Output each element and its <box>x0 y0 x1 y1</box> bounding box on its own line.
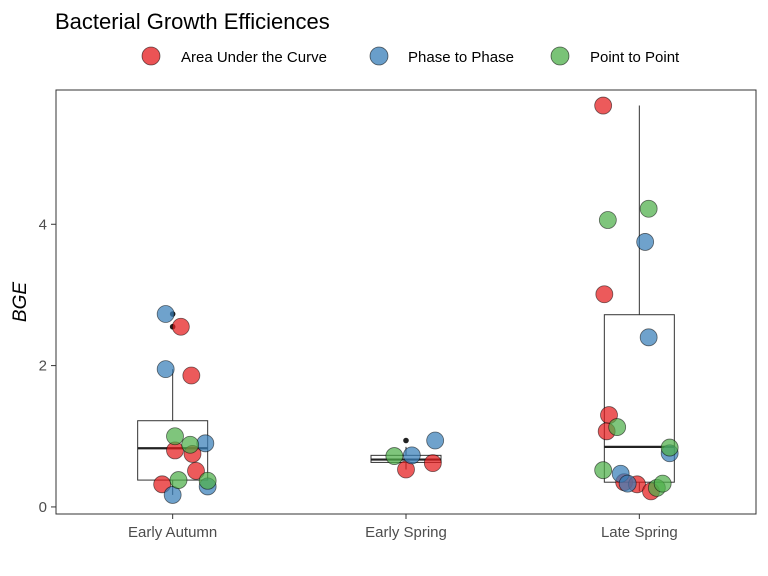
x-tick-label: Late Spring <box>601 524 678 541</box>
axes-layer: 0 2 4 Early Autumn Early Spring Late Spring <box>39 216 678 541</box>
point-phase-to-phase <box>156 360 175 379</box>
points-layer <box>153 96 679 504</box>
legend-label-phase: Phase to Phase <box>408 49 514 66</box>
legend-swatch-auc <box>141 46 161 66</box>
point-phase-to-phase <box>618 474 637 493</box>
point-point-to-point <box>166 427 184 446</box>
point-point-to-point <box>639 199 658 218</box>
y-axis-title: BGE <box>10 282 31 322</box>
point-point-to-point <box>385 447 404 465</box>
point-point-to-point <box>169 471 188 489</box>
point-area-under-the-curve <box>423 454 442 473</box>
point-area-under-the-curve <box>594 96 613 115</box>
legend-label-auc: Area Under the Curve <box>181 49 327 66</box>
legend: Area Under the Curve Phase to Phase Poin… <box>141 46 680 66</box>
legend-swatch-phase <box>369 46 389 66</box>
point-phase-to-phase <box>636 233 655 251</box>
point-point-to-point <box>198 471 217 490</box>
point-phase-to-phase <box>402 446 421 465</box>
point-point-to-point <box>660 438 679 457</box>
point-phase-to-phase <box>156 305 175 323</box>
x-tick-label: Early Autumn <box>128 524 217 541</box>
point-phase-to-phase <box>196 434 215 453</box>
outlier-early-spring <box>403 437 409 444</box>
point-area-under-the-curve <box>153 475 172 494</box>
point-phase-to-phase <box>426 431 445 450</box>
legend-swatch-point <box>550 46 570 66</box>
point-point-to-point <box>653 474 672 493</box>
point-area-under-the-curve <box>187 461 205 480</box>
point-area-under-the-curve <box>595 285 614 304</box>
x-tick-label: Early Spring <box>365 524 447 541</box>
point-point-to-point <box>181 435 200 454</box>
point-phase-to-phase <box>639 328 658 347</box>
chart-title: Bacterial Growth Efficiences <box>55 9 330 34</box>
point-point-to-point <box>598 211 617 229</box>
y-tick-label: 0 <box>39 499 47 516</box>
y-tick-label: 4 <box>39 216 47 233</box>
y-tick-label: 2 <box>39 358 47 375</box>
point-point-to-point <box>594 461 613 480</box>
point-area-under-the-curve <box>182 366 201 385</box>
point-point-to-point <box>608 418 627 436</box>
legend-label-point: Point to Point <box>590 49 680 66</box>
point-area-under-the-curve <box>171 317 190 336</box>
